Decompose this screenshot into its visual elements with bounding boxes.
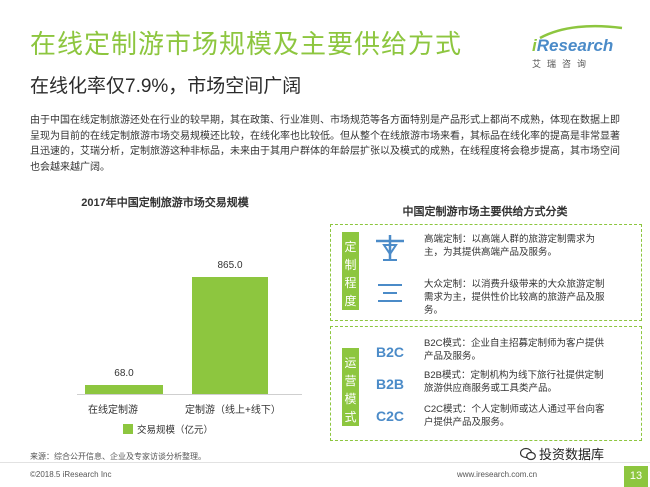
- mode-group-tag: 运营模式: [342, 348, 359, 426]
- scale-icon: [376, 235, 404, 261]
- wechat-icon: [519, 447, 536, 461]
- mode-entry-b2c: B2C模式：企业自主招募定制师为客户提供产品及服务。: [424, 338, 604, 362]
- chart-title: 2017年中国定制旅游市场交易规模: [81, 197, 249, 209]
- logo-cn: 艾瑞咨询: [532, 59, 593, 69]
- classification-title: 中国定制游市场主要供给方式分类: [402, 206, 568, 218]
- iresearch-logo: iResearch 艾瑞咨询: [532, 24, 624, 72]
- swoosh-icon: [539, 24, 623, 40]
- body-paragraph: 由于中国在线定制旅游还处在行业的较早期，其在政策、行业准则、市场规范等各方面特别…: [30, 115, 620, 173]
- x-axis-line: [77, 394, 302, 395]
- category-label-custom-total: 定制游（线上+线下）: [185, 405, 281, 416]
- bar-custom-total: [192, 276, 268, 394]
- value-label-custom-total: 865.0: [217, 259, 243, 271]
- page-title: 在线定制游市场规模及主要供给方式: [30, 29, 463, 59]
- source-note: 来源：综合公开信息、企业及专家访谈分析整理。: [30, 452, 206, 461]
- equals-icon: [378, 284, 402, 302]
- footer-divider: [0, 462, 650, 463]
- category-label-online-custom: 在线定制游: [88, 405, 138, 416]
- chart-legend: 交易规模（亿元）: [123, 422, 213, 436]
- code-b2c: B2C: [376, 344, 405, 360]
- wechat-watermark: 投资数据库: [519, 444, 605, 463]
- value-label-online-custom: 68.0: [114, 367, 134, 379]
- logo-brand-rest: Research: [536, 36, 614, 55]
- degree-group-box: [330, 224, 642, 321]
- copyright: ©2018.5 iResearch Inc: [30, 470, 112, 479]
- code-b2b: B2B: [376, 376, 405, 392]
- degree-entry-mass: 大众定制：以消费升级带来的大众旅游定制需求为主，提供性价比较高的旅游产品及服务。: [424, 279, 605, 316]
- mode-entry-c2c: C2C模式：个人定制师或达人通过平台向客户提供产品及服务。: [424, 404, 605, 428]
- website-link[interactable]: www.iresearch.com.cn: [457, 470, 538, 479]
- mode-group-box: [330, 326, 642, 441]
- code-c2c: C2C: [376, 408, 405, 424]
- wechat-text: 投资数据库: [539, 447, 605, 462]
- logo-brand-i: i: [532, 36, 537, 55]
- legend-label: 交易规模（亿元）: [137, 425, 214, 436]
- page-number: 13: [624, 466, 648, 487]
- page-subtitle: 在线化率仅7.9%，市场空间广阔: [30, 76, 302, 97]
- degree-group-tag: 定制程度: [342, 232, 359, 310]
- degree-entry-high-end: 高端定制：以高端人群的旅游定制需求为主，为其提供高端产品及服务。: [424, 234, 596, 258]
- bar-online-custom: [85, 384, 163, 394]
- legend-swatch: [123, 424, 133, 434]
- mode-entry-b2b: B2B模式：定制机构为线下旅行社提供定制旅游供应商服务或工具类产品。: [424, 370, 604, 394]
